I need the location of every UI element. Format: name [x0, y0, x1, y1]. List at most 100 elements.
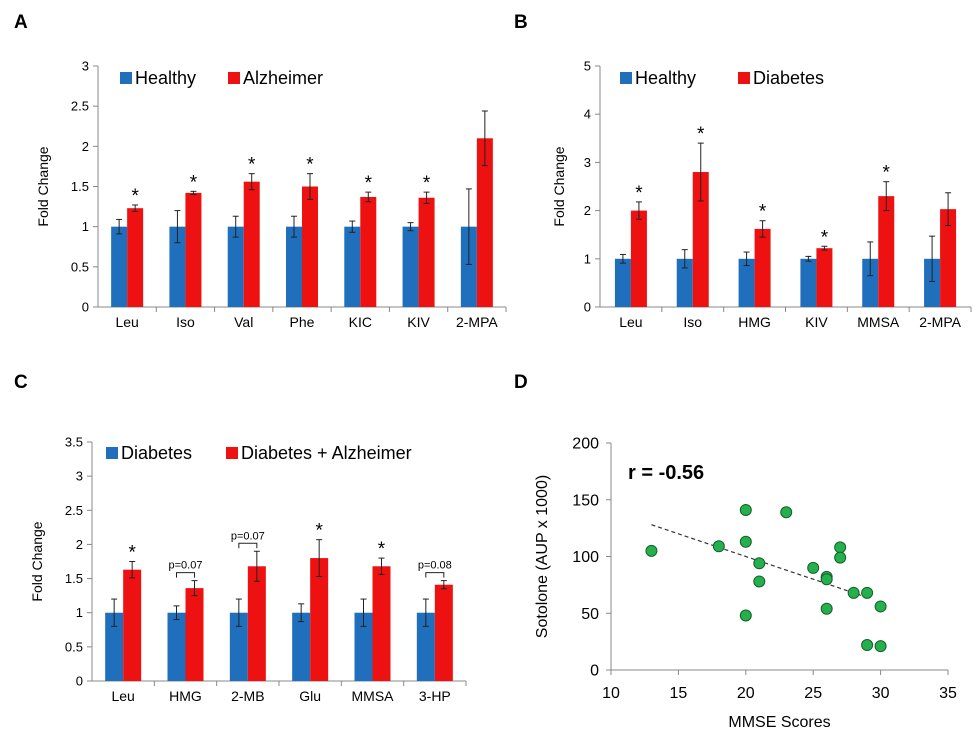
- p-value-label: p=0.07: [231, 530, 265, 542]
- category-label: KIC: [349, 314, 372, 330]
- significance-star: *: [423, 173, 431, 194]
- significance-star: *: [128, 543, 136, 564]
- legend-swatch: [120, 72, 132, 84]
- legend-label: Healthy: [135, 68, 196, 88]
- p-value-label: p=0.08: [418, 560, 452, 572]
- bar-case: [418, 197, 435, 307]
- bar-case: [878, 196, 895, 307]
- bar-case: [630, 210, 647, 307]
- significance-star: *: [131, 186, 139, 207]
- data-point: [753, 575, 766, 588]
- data-point: [712, 540, 725, 553]
- y-axis-title: Fold Change: [35, 146, 51, 226]
- y-axis-title: Fold Change: [29, 521, 45, 601]
- legend-label: Diabetes: [121, 443, 192, 463]
- bar-control: [460, 226, 477, 307]
- category-label: Leu: [619, 314, 642, 330]
- bar-case: [185, 588, 204, 681]
- data-point: [874, 600, 887, 613]
- data-point: [820, 573, 833, 586]
- category-label: 2-MPA: [456, 314, 498, 330]
- data-point: [780, 506, 793, 519]
- x-axis-title: MMSE Scores: [728, 714, 830, 731]
- category-label: Val: [234, 314, 253, 330]
- significance-star: *: [365, 173, 373, 194]
- bar-case: [302, 186, 318, 307]
- bar-case: [372, 566, 391, 681]
- chart-c: 0 0.5 1 1.5 2 2.5 3 3.5 Fold Change Leu * HMG p=0.07…: [29, 435, 467, 704]
- y-tick-label: 0: [76, 674, 83, 689]
- data-point: [834, 541, 847, 554]
- bar-case: [754, 228, 771, 307]
- bar-case: [127, 208, 144, 307]
- category-label: MMSA: [857, 314, 900, 330]
- bar-case: [434, 584, 453, 681]
- bar-control: [229, 612, 248, 681]
- bar-control: [292, 612, 311, 681]
- y-axis-title: Sotolone (AUP x 1000): [534, 475, 551, 638]
- bar-control: [676, 258, 693, 307]
- significance-star: *: [821, 227, 829, 248]
- chart-d: 0 50 100 150 200 10 15 20 25 30 35 MMSE Scores Sotol…: [534, 436, 957, 732]
- significance-star: *: [759, 202, 767, 223]
- category-label: Iso: [176, 314, 195, 330]
- category-label: HMG: [738, 314, 771, 330]
- bar-control: [402, 226, 419, 307]
- legend-swatch: [228, 72, 240, 84]
- y-tick-label: 1: [82, 219, 89, 234]
- correlation-label: r = -0.56: [628, 462, 704, 484]
- y-axis-title: Fold Change: [551, 146, 567, 226]
- significance-star: *: [190, 172, 198, 193]
- y-tick-label: 1.5: [71, 179, 89, 194]
- category-label: 2-MB: [231, 688, 264, 704]
- category-label: HMG: [169, 688, 202, 704]
- bar-control: [111, 226, 128, 307]
- bar-case: [816, 248, 833, 307]
- bar-control: [924, 258, 941, 307]
- legend-label: Alzheimer: [243, 68, 323, 88]
- data-point: [847, 586, 860, 599]
- significance-star: *: [883, 163, 891, 184]
- y-tick-label: 2: [584, 203, 591, 218]
- y-tick-label: 1: [76, 605, 83, 620]
- bar-case: [123, 569, 142, 681]
- data-point: [861, 639, 874, 652]
- legend-label: Diabetes + Alzheimer: [241, 443, 412, 463]
- data-point: [645, 544, 658, 557]
- panel-letter-c: C: [14, 372, 28, 393]
- significance-bracket: [238, 542, 258, 549]
- bar-control: [167, 612, 186, 681]
- data-point: [820, 602, 833, 615]
- y-tick-label: 2: [82, 139, 89, 154]
- bar-case: [247, 566, 266, 681]
- y-tick-label: 4: [584, 107, 591, 122]
- y-tick-label: 3: [82, 59, 89, 74]
- legend-label: Diabetes: [753, 68, 824, 88]
- bar-control: [416, 612, 435, 681]
- bar-control: [286, 226, 302, 307]
- bar-case: [692, 172, 709, 307]
- data-point: [739, 609, 752, 622]
- x-tick-label: 25: [804, 685, 822, 702]
- data-point: [807, 561, 820, 574]
- bar-control: [344, 226, 361, 307]
- legend-swatch: [226, 447, 238, 459]
- y-tick-label: 100: [572, 549, 599, 566]
- category-label: KIV: [407, 314, 430, 330]
- data-point: [739, 535, 752, 548]
- chart-b: 0 1 2 3 4 5 Fold Change Leu * Iso * HMG * KIV * MMSA * 2-…: [551, 59, 972, 330]
- bar-control: [614, 258, 631, 307]
- bar-case: [310, 558, 329, 681]
- bar-control: [800, 258, 817, 307]
- y-tick-label: 150: [572, 492, 599, 509]
- significance-star: *: [635, 183, 643, 204]
- y-tick-label: 1: [584, 251, 591, 266]
- x-tick-label: 35: [939, 685, 957, 702]
- legend-swatch: [738, 72, 750, 84]
- x-tick-label: 15: [670, 685, 688, 702]
- legend-swatch: [620, 72, 632, 84]
- bar-control: [738, 258, 755, 307]
- data-point: [834, 551, 847, 564]
- y-tick-label: 0.5: [71, 259, 89, 274]
